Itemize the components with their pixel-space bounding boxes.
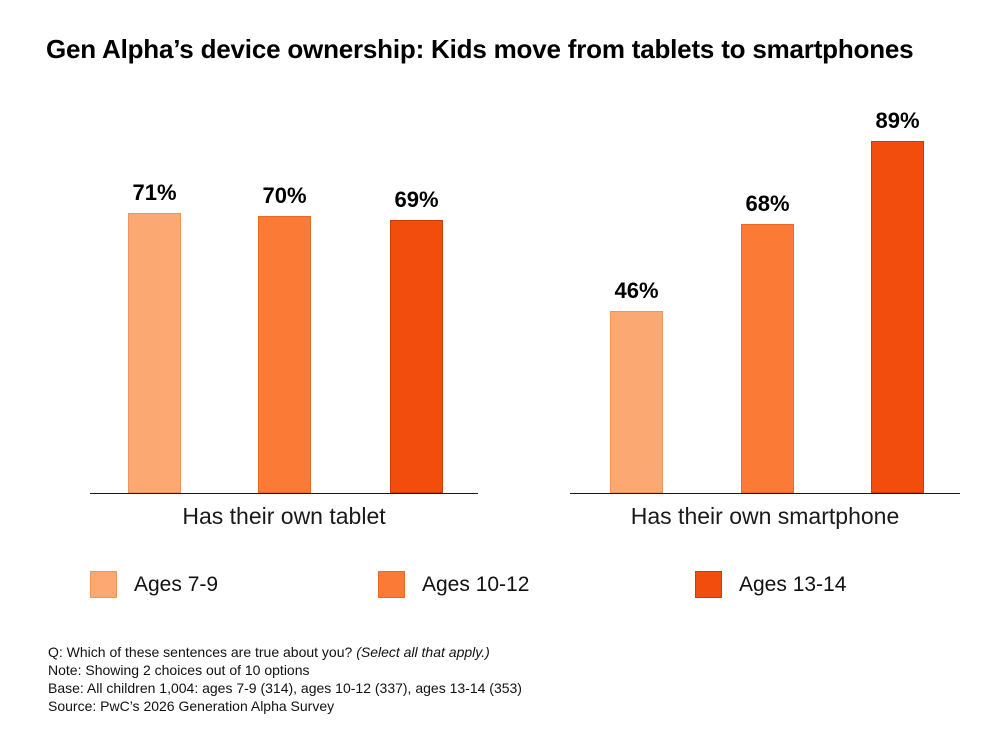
footnotes: Q: Which of these sentences are true abo… [48,643,522,715]
bar-value-label: 71% [132,180,177,205]
bar-column: 70% [258,183,311,493]
legend-item-ages-13-14: Ages 13-14 [695,571,846,598]
footnote-question-text: Q: Which of these sentences are true abo… [48,644,357,660]
x-axis-line-tablet [90,493,478,494]
chart-title: Gen Alpha’s device ownership: Kids move … [46,34,914,64]
footnote-base: Base: All children 1,004: ages 7-9 (314)… [48,680,522,696]
bar-ages-13-14-smartphone [871,141,924,493]
legend-item-ages-7-9: Ages 7-9 [90,571,218,598]
bar-ages-10-12-tablet [258,216,311,493]
legend-label: Ages 10-12 [422,572,530,596]
legend-swatch-ages-13-14 [695,571,722,598]
legend-label: Ages 7-9 [134,572,219,596]
bar-column: 68% [741,191,794,493]
legend-swatch-ages-10-12 [378,571,405,598]
bar-value-label: 68% [745,191,790,216]
bar-column: 69% [390,187,443,493]
category-label-smartphone: Has their own smartphone [630,503,900,529]
footnote-question-italic: (Select all that apply.) [356,644,490,660]
legend-label: Ages 13-14 [739,572,847,596]
x-axis-line-smartphone [570,493,960,494]
bar-value-label: 46% [614,278,659,303]
bar-ages-13-14-tablet [390,220,443,493]
bar-value-label: 70% [262,183,307,208]
bar-ages-7-9-smartphone [610,311,663,493]
footnote-note: Note: Showing 2 choices out of 10 option… [48,662,310,678]
category-label-tablet: Has their own tablet [182,503,386,529]
bar-column: 71% [128,180,181,493]
bar-ages-10-12-smartphone [741,224,794,493]
bar-ages-7-9-tablet [128,213,181,493]
bar-value-label: 69% [394,187,439,212]
bar-column: 46% [610,278,663,493]
bar-column: 89% [871,108,924,493]
footnote-question: Q: Which of these sentences are true abo… [48,643,522,661]
legend-swatch-ages-7-9 [90,571,117,598]
bar-value-label: 89% [875,108,920,133]
footnote-source: Source: PwC’s 2026 Generation Alpha Surv… [48,698,335,714]
legend-item-ages-10-12: Ages 10-12 [378,571,529,598]
